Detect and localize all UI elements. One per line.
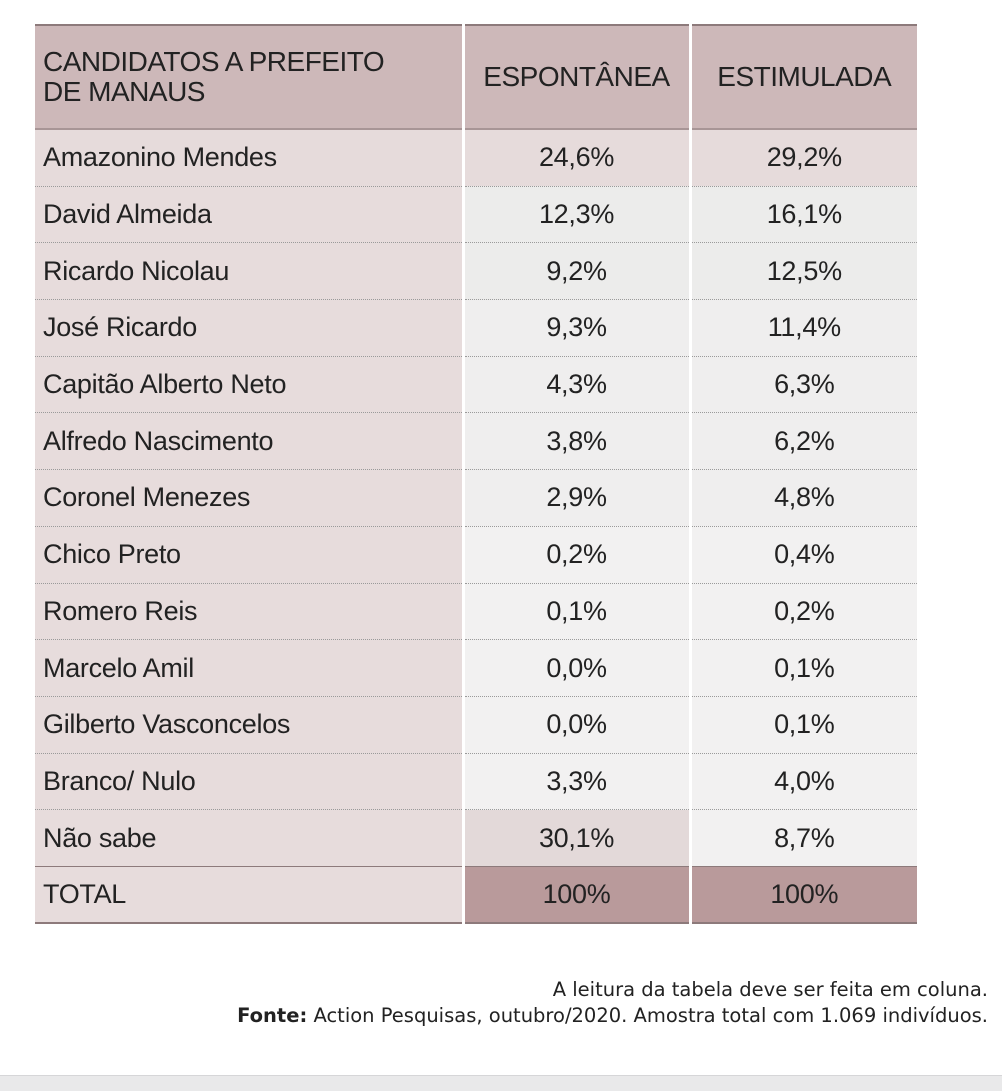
percent-cell: 3,8% xyxy=(461,412,690,471)
percent-cell: 12,5% xyxy=(688,242,917,301)
percent-cell: 9,2% xyxy=(461,242,690,301)
candidate-name: Amazonino Mendes xyxy=(35,129,463,187)
candidate-name: Alfredo Nascimento xyxy=(35,412,463,471)
percent-cell: 4,8% xyxy=(688,469,917,527)
table-row: Alfredo Nascimento 3,8% 6,2% xyxy=(35,412,917,471)
percent-cell: 6,3% xyxy=(688,356,917,414)
poll-table: CANDIDATOS A PREFEITO DE MANAUS ESPONTÂN… xyxy=(35,24,917,924)
note: A leitura da tabela deve ser feita em co… xyxy=(552,978,988,1001)
percent-cell: 6,2% xyxy=(688,412,917,471)
header-cell: ESPONTÂNEA xyxy=(461,25,690,130)
candidate-name: Coronel Menezes xyxy=(35,469,463,527)
table-row: Romero Reis 0,1% 0,2% xyxy=(35,583,917,641)
table-row: Coronel Menezes 2,9% 4,8% xyxy=(35,469,917,527)
candidate-name: David Almeida xyxy=(35,186,463,244)
header-row: CANDIDATOS A PREFEITO DE MANAUS ESPONTÂN… xyxy=(35,25,917,130)
percent-cell: 11,4% xyxy=(688,299,917,357)
table-row: Capitão Alberto Neto 4,3% 6,3% xyxy=(35,356,917,414)
percent-cell: 0,0% xyxy=(461,639,690,697)
percent-cell: 24,6% xyxy=(461,129,690,187)
candidate-name: Marcelo Amil xyxy=(35,639,463,697)
table-row: Não sabe 30,1% 8,7% xyxy=(35,809,917,867)
total-cell: 100% xyxy=(461,866,690,923)
percent-cell: 30,1% xyxy=(461,809,690,867)
percent-cell: 9,3% xyxy=(461,299,690,357)
candidate-name: Capitão Alberto Neto xyxy=(35,356,463,414)
percent-cell: 4,3% xyxy=(461,356,690,414)
percent-cell: 0,4% xyxy=(688,526,917,584)
total-label: TOTAL xyxy=(35,866,463,923)
candidate-name: Não sabe xyxy=(35,809,463,867)
percent-cell: 12,3% xyxy=(461,186,690,244)
table-row: Amazonino Mendes 24,6% 29,2% xyxy=(35,129,917,187)
table-row: José Ricardo 9,3% 11,4% xyxy=(35,299,917,357)
percent-cell: 8,7% xyxy=(688,809,917,867)
candidate-name: Gilberto Vasconcelos xyxy=(35,696,463,754)
percent-cell: 0,0% xyxy=(461,696,690,754)
percent-cell: 0,2% xyxy=(461,526,690,584)
source: Fonte: Action Pesquisas, outubro/2020. A… xyxy=(237,1004,988,1027)
total-row: TOTAL 100% 100% xyxy=(35,866,917,923)
source-label: Fonte: xyxy=(237,1004,308,1027)
percent-cell: 4,0% xyxy=(688,753,917,811)
table-row: Gilberto Vasconcelos 0,0% 0,1% xyxy=(35,696,917,754)
header-cell: CANDIDATOS A PREFEITO DE MANAUS xyxy=(35,25,463,130)
table-row: David Almeida 12,3% 16,1% xyxy=(35,186,917,244)
percent-cell: 0,1% xyxy=(461,583,690,641)
table-row: Ricardo Nicolau 9,2% 12,5% xyxy=(35,242,917,301)
table-row: Marcelo Amil 0,0% 0,1% xyxy=(35,639,917,697)
candidate-name: Romero Reis xyxy=(35,583,463,641)
percent-cell: 0,1% xyxy=(688,639,917,697)
header-cell: ESTIMULADA xyxy=(688,25,917,130)
percent-cell: 29,2% xyxy=(688,129,917,187)
percent-cell: 2,9% xyxy=(461,469,690,527)
candidate-name: Branco/ Nulo xyxy=(35,753,463,811)
percent-cell: 0,2% xyxy=(688,583,917,641)
total-cell: 100% xyxy=(688,866,917,923)
percent-cell: 16,1% xyxy=(688,186,917,244)
percent-cell: 3,3% xyxy=(461,753,690,811)
bottom-bar xyxy=(0,1075,1002,1091)
table-row: Chico Preto 0,2% 0,4% xyxy=(35,526,917,584)
candidate-name: Ricardo Nicolau xyxy=(35,242,463,301)
candidate-name: José Ricardo xyxy=(35,299,463,357)
candidate-name: Chico Preto xyxy=(35,526,463,584)
table-row: Branco/ Nulo 3,3% 4,0% xyxy=(35,753,917,811)
source-text: Action Pesquisas, outubro/2020. Amostra … xyxy=(313,1004,988,1027)
percent-cell: 0,1% xyxy=(688,696,917,754)
